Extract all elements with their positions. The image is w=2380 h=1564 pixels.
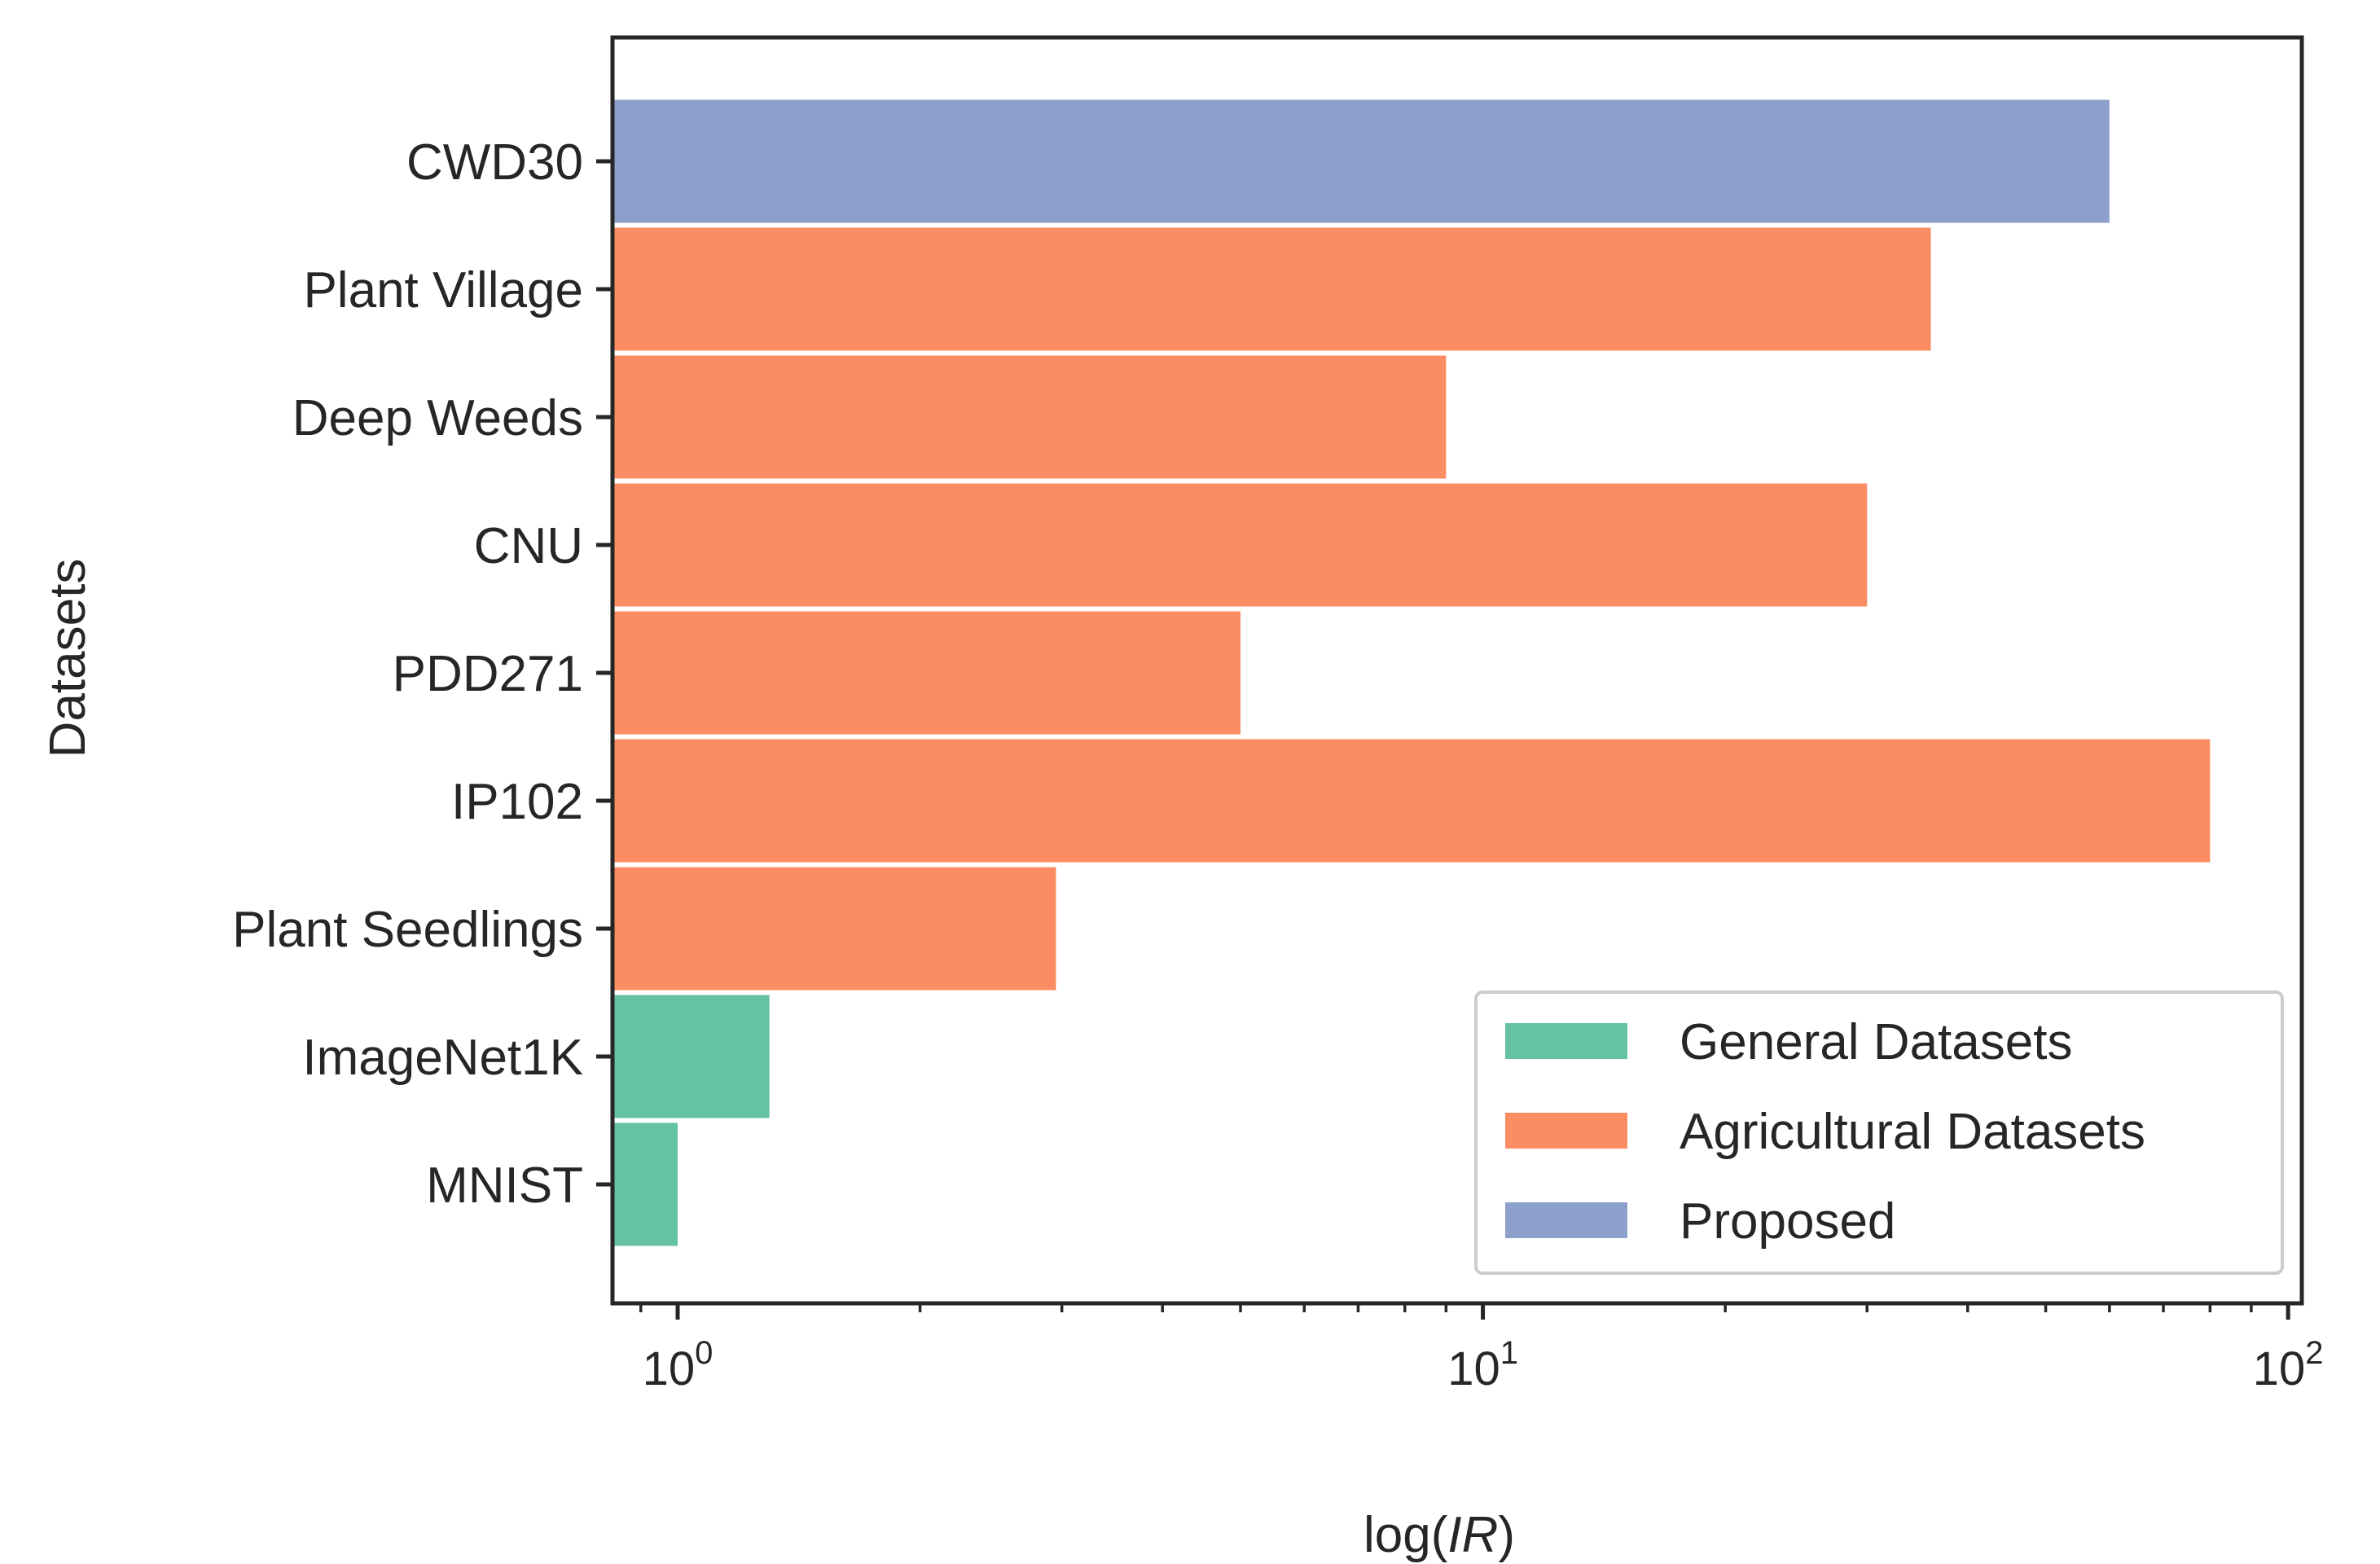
bar-deep-weeds bbox=[613, 355, 1447, 479]
x-tick-label: 100 bbox=[643, 1335, 714, 1395]
y-tick-label: Plant Seedlings bbox=[232, 902, 583, 958]
bars-group bbox=[613, 99, 2211, 1246]
bar-cnu bbox=[613, 483, 1868, 607]
legend-swatch bbox=[1505, 1023, 1627, 1059]
bar-plant-village bbox=[613, 227, 1931, 351]
y-tick-label: CWD30 bbox=[406, 134, 583, 191]
legend-swatch bbox=[1505, 1113, 1627, 1149]
x-ticks-group: 100 101 102 bbox=[639, 1303, 2324, 1395]
x-tick-label: 101 bbox=[1447, 1335, 1518, 1395]
bar-imagenet1k bbox=[613, 995, 770, 1118]
legend-box bbox=[1474, 991, 2284, 1275]
bar-ip102 bbox=[613, 739, 2211, 863]
y-tick-label: Plant Village bbox=[303, 262, 583, 319]
legend-label: General Datasets bbox=[1680, 1014, 2072, 1070]
y-tick-label: Deep Weeds bbox=[292, 390, 583, 446]
y-tick-label: IP102 bbox=[451, 774, 583, 830]
y-tick-label: CNU bbox=[474, 518, 583, 574]
bar-plant-seedlings bbox=[613, 867, 1056, 991]
y-axis-label: Datasets bbox=[40, 559, 96, 758]
legend-label: Proposed bbox=[1680, 1193, 1895, 1250]
y-ticks-group: CWD30 Plant Village Deep Weeds CNU PDD271 IP1… bbox=[232, 134, 613, 1214]
y-tick-label: ImageNet1K bbox=[302, 1030, 583, 1086]
y-tick-label: MNIST bbox=[426, 1158, 583, 1214]
x-tick-label: 102 bbox=[2253, 1335, 2324, 1395]
legend-label: Agricultural Datasets bbox=[1680, 1104, 2145, 1160]
y-tick-label: PDD271 bbox=[393, 646, 583, 702]
legend: General Datasets Agricultural Datasets Pro… bbox=[1474, 991, 2284, 1275]
bar-mnist bbox=[613, 1122, 678, 1246]
x-axis-label: log(IR) bbox=[1363, 1507, 1515, 1563]
legend-swatch bbox=[1505, 1202, 1627, 1238]
plot-frame bbox=[610, 35, 2304, 1306]
bar-cwd30 bbox=[613, 99, 2110, 223]
bar-pdd271 bbox=[613, 611, 1240, 735]
